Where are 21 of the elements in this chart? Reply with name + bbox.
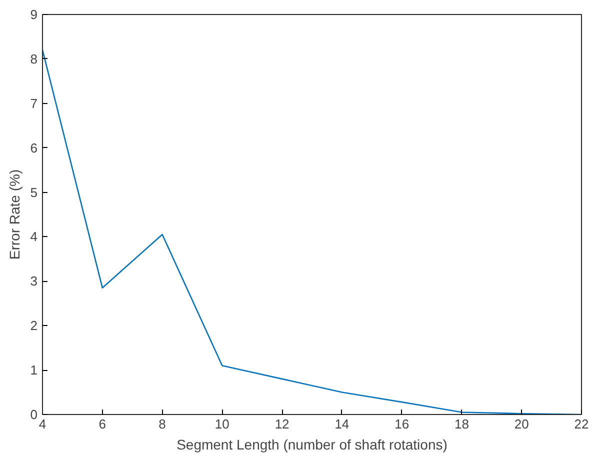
x-tick-label: 18 bbox=[454, 416, 469, 432]
y-tick-label: 4 bbox=[30, 229, 38, 244]
x-tick-label: 8 bbox=[158, 416, 166, 432]
x-tick-label: 16 bbox=[394, 416, 410, 432]
y-tick-label: 3 bbox=[30, 274, 38, 289]
y-tick-label: 6 bbox=[30, 140, 38, 156]
y-tick-label: 8 bbox=[30, 51, 38, 66]
x-tick-label: 6 bbox=[98, 416, 106, 432]
x-tick-label: 22 bbox=[574, 416, 589, 432]
x-axis-title: Segment Length (number of shaft rotations) bbox=[176, 436, 448, 452]
y-tick-label: 7 bbox=[30, 96, 38, 111]
x-tick-label: 20 bbox=[514, 416, 529, 432]
y-tick-label: 1 bbox=[30, 362, 38, 378]
x-tick-label: 14 bbox=[334, 416, 350, 432]
y-tick-label: 0 bbox=[30, 407, 38, 422]
y-axis-title: Error Rate (%) bbox=[6, 169, 22, 260]
x-tick-label: 10 bbox=[214, 416, 230, 432]
y-tick-label: 2 bbox=[30, 318, 38, 334]
y-tick-label: 9 bbox=[30, 7, 38, 22]
y-tick-label: 5 bbox=[30, 184, 38, 200]
x-tick-label: 12 bbox=[274, 416, 290, 432]
